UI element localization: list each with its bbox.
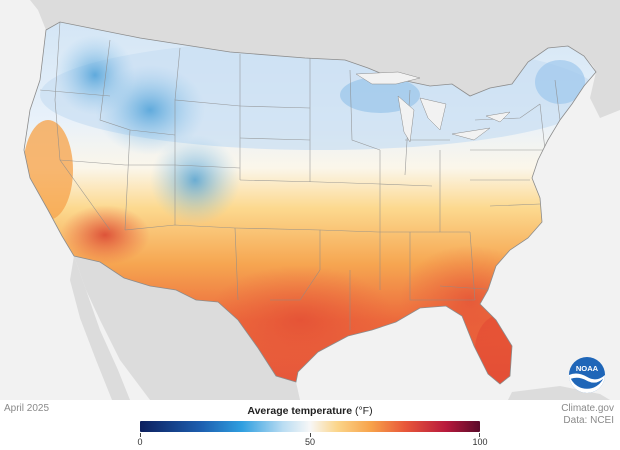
legend-unit: (°F) <box>354 405 373 417</box>
map-credit: Climate.gov Data: NCEI <box>561 403 614 427</box>
canada-east <box>560 0 620 118</box>
temperature-legend: Average temperature (°F) 0 50 100 <box>137 405 487 449</box>
canada-landmass <box>30 0 620 96</box>
legend-tick-mark <box>479 433 480 437</box>
map-date-label: April 2025 <box>4 403 50 414</box>
noaa-logo-text: NOAA <box>576 364 599 373</box>
noaa-logo-icon: NOAA <box>568 356 606 394</box>
legend-tick-mark <box>140 433 141 437</box>
temperature-map <box>0 0 620 400</box>
credit-data-source: Data: NCEI <box>563 415 614 426</box>
baja-peninsula <box>70 256 130 400</box>
cuba-island <box>508 386 610 400</box>
us-outline <box>23 21 597 385</box>
great-lakes <box>355 71 511 143</box>
credit-source: Climate.gov <box>561 403 614 414</box>
mexico-landmass <box>74 256 300 400</box>
legend-tick-label: 50 <box>304 437 316 447</box>
legend-color-scale <box>140 421 480 432</box>
legend-tick-label: 100 <box>472 437 488 447</box>
legend-tick-mark <box>310 433 311 437</box>
legend-title: Average temperature (°F) <box>140 405 480 417</box>
legend-title-text: Average temperature <box>247 405 353 417</box>
legend-tick-label: 0 <box>137 437 143 447</box>
